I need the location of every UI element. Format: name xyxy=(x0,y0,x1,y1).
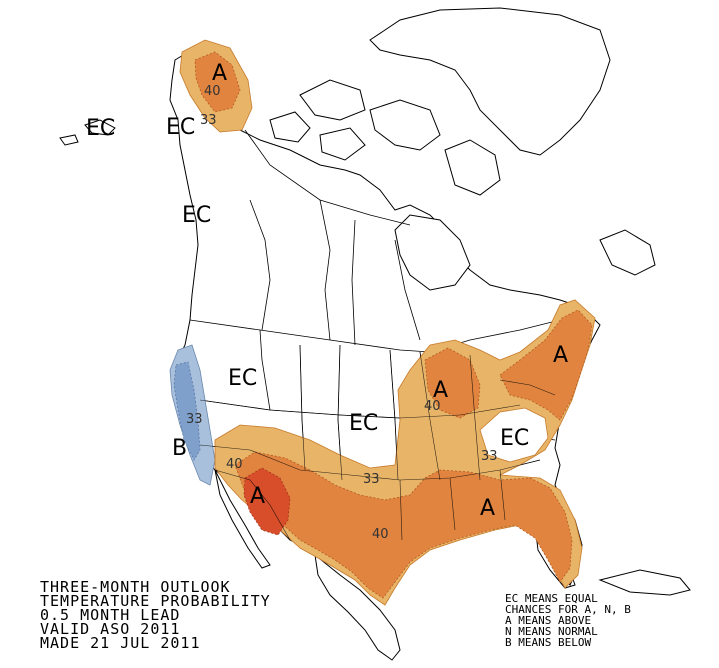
midatlantic-33-label: 33 xyxy=(481,449,498,464)
legend-line-2: CHANCES FOR A, N, B xyxy=(505,603,631,616)
caption-line-1: THREE-MONTH OUTLOOK xyxy=(40,578,231,596)
south-above-40-area xyxy=(234,451,573,599)
caption-line-4: VALID ASO 2011 xyxy=(40,620,181,638)
caption-line-2: TEMPERATURE PROBABILITY xyxy=(40,592,271,610)
caption-line-5: MADE 21 JUL 2011 xyxy=(40,634,201,652)
alaska-a-label: A xyxy=(212,61,227,86)
bc-ec-label: EC xyxy=(182,203,211,228)
plains-ec-label: EC xyxy=(349,411,378,436)
southwest-40-label: 40 xyxy=(226,457,243,472)
westcoast-b-label: B xyxy=(172,436,187,461)
aleut-ec-label: EC xyxy=(86,116,115,141)
northeast-a-label: A xyxy=(553,343,568,368)
greatlakes-above-40-area xyxy=(424,347,481,419)
legend-line-3: A MEANS ABOVE xyxy=(505,614,592,627)
land-outline xyxy=(59,7,691,661)
greatlakes-a-label: A xyxy=(433,378,448,403)
greatlakes-40-label: 40 xyxy=(424,399,441,414)
outlook-caption: THREE-MONTH OUTLOOK TEMPERATURE PROBABILI… xyxy=(40,578,271,652)
alaska-above-40-area xyxy=(194,51,241,113)
alaska-ec-label: EC xyxy=(166,115,195,140)
legend-line-5: B MEANS BELOW xyxy=(505,636,592,649)
caption-line-3: 0.5 MONTH LEAD xyxy=(40,606,181,624)
alaska-33-label: 33 xyxy=(200,113,217,128)
west-ec-label: EC xyxy=(228,366,257,391)
westcoast-33-label: 33 xyxy=(186,412,203,427)
southeast-a-label: A xyxy=(480,496,495,521)
legend-line-1: EC MEANS EQUAL xyxy=(505,592,598,605)
plains-33-label: 33 xyxy=(363,472,380,487)
westcoast-below-40-area xyxy=(173,361,201,461)
legend-line-4: N MEANS NORMAL xyxy=(505,625,598,638)
state-lines-overlay xyxy=(199,344,556,541)
alaska-40-label: 40 xyxy=(204,84,221,99)
south-40-label: 40 xyxy=(372,527,389,542)
southwest-a-label: A xyxy=(250,484,265,509)
midatlantic-ec-label: EC xyxy=(500,426,529,451)
northeast-above-40-area xyxy=(499,309,593,421)
midatlantic-ec-area xyxy=(479,407,549,463)
